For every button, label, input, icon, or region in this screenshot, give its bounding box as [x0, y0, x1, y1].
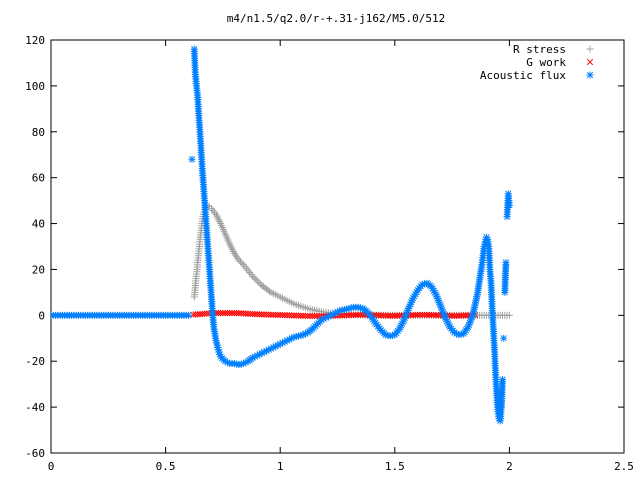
data-point [502, 259, 510, 267]
data-point [241, 263, 249, 271]
data-point [505, 311, 513, 319]
data-point [255, 278, 263, 286]
y-tick-label: 100 [25, 80, 45, 93]
y-tick-label: 60 [32, 172, 45, 185]
y-tick-label: 20 [32, 263, 45, 276]
data-point [304, 312, 311, 320]
series-acoustic-flux [51, 45, 513, 425]
x-tick-label: 2.5 [614, 460, 634, 473]
legend-marker [586, 45, 594, 53]
data-point [185, 311, 193, 319]
data-point [309, 312, 316, 320]
data-point [244, 267, 252, 275]
data-point [235, 256, 243, 264]
data-point [252, 275, 260, 283]
x-tick-label: 0 [48, 460, 55, 473]
data-point [215, 309, 222, 317]
x-tick-label: 1 [277, 460, 284, 473]
data-point [249, 272, 257, 280]
y-tick-label: 80 [32, 126, 45, 139]
x-tick-label: 1.5 [385, 460, 405, 473]
y-tick-label: -40 [25, 401, 45, 414]
plot-frame [50, 39, 625, 454]
legend-label: Acoustic flux [480, 69, 566, 82]
x-axis: 0 0.5 1 1.5 2 2.5 [48, 40, 634, 473]
data-point [209, 207, 217, 215]
data-point [416, 311, 424, 319]
data-point [352, 311, 359, 319]
data-point [222, 309, 229, 317]
data-point [247, 270, 255, 278]
data-point [226, 309, 233, 317]
legend-label: R stress [513, 43, 566, 56]
y-tick-label: 0 [38, 309, 45, 322]
data-point [306, 312, 314, 320]
y-axis: 120 100 80 60 40 20 0 -20 -40 -60 [25, 34, 624, 460]
data-point [421, 311, 428, 319]
data-point [354, 311, 362, 319]
data-point [219, 309, 227, 317]
data-point [357, 311, 364, 319]
data-point [236, 258, 244, 266]
data-point [250, 274, 258, 282]
data-point [238, 259, 246, 267]
legend-marker [586, 58, 594, 66]
data-point [419, 311, 426, 319]
data-point [414, 311, 421, 319]
data-point [448, 312, 456, 319]
data-point [217, 309, 224, 317]
x-tick-label: 2 [506, 460, 513, 473]
data-point [253, 277, 261, 285]
data-point [499, 376, 507, 384]
legend-label: G work [526, 56, 566, 69]
y-tick-label: 40 [32, 218, 45, 231]
data-point [266, 287, 274, 295]
data-point [240, 261, 248, 269]
data-point [311, 312, 318, 320]
data-point [505, 201, 513, 209]
chart-title: m4/n1.5/q2.0/r-+.31-j162/M5.0/512 [227, 12, 446, 25]
data-point [500, 334, 508, 342]
y-tick-label: -60 [25, 447, 45, 460]
legend-marker [586, 71, 594, 79]
series-r-stress [190, 201, 513, 319]
data-point [188, 155, 196, 163]
data-point [228, 309, 236, 317]
data-point [246, 269, 254, 277]
data-point [387, 312, 394, 319]
data-point [243, 265, 251, 273]
data-point [224, 309, 231, 317]
x-tick-label: 0.5 [156, 460, 176, 473]
y-tick-label: 120 [25, 34, 45, 47]
y-tick-label: -20 [25, 355, 45, 368]
data-marks [51, 45, 513, 425]
